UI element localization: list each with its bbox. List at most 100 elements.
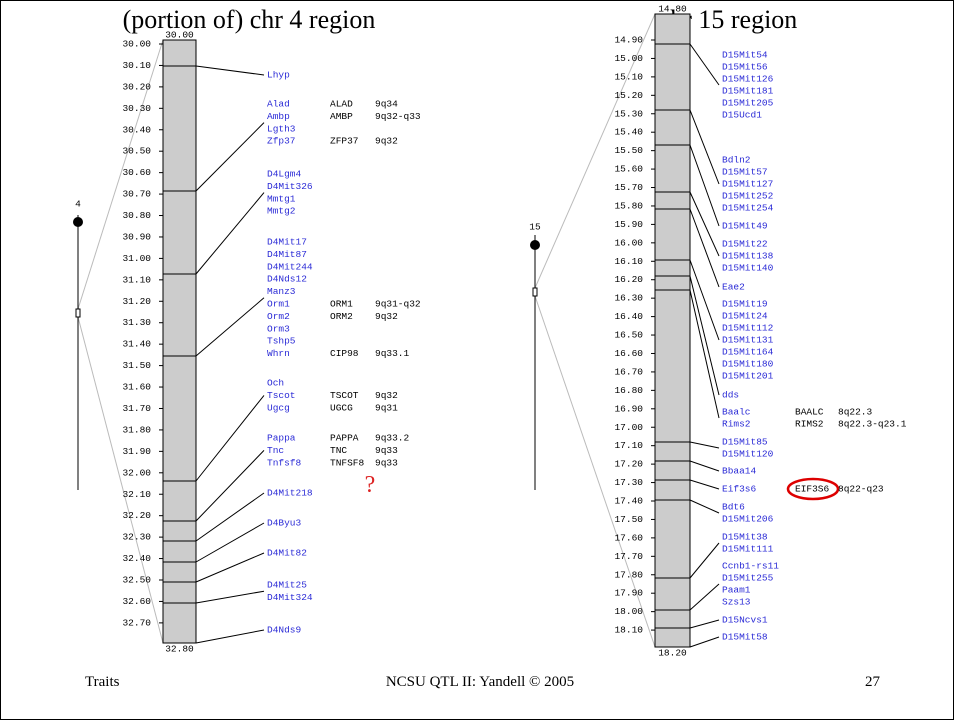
scale-label: 31.60 [122,382,151,393]
question-mark: ? [365,472,376,498]
scale-label: 17.50 [614,514,643,525]
thumb-zoom-line [534,295,656,648]
gene-symbol: D15Mit138 [722,251,774,262]
scale-label: 31.00 [122,253,151,264]
highlight-circle [786,477,840,501]
scale-label: 17.10 [614,440,643,451]
cyto-band: 9q33.1 [375,348,410,359]
gene-symbol: D15Mit127 [722,179,773,190]
connector [689,208,720,288]
scale-label: 32.40 [122,553,151,564]
scale-label: 17.40 [614,496,643,507]
human-gene: CIP98 [330,348,359,359]
gene-symbol: D15Mit58 [722,632,768,643]
gene-symbol: D15Mit255 [722,573,774,584]
gene-symbol: Rims2 [722,419,751,430]
gene-symbol: D4Byu3 [267,518,302,529]
gene-symbol: D15Mit56 [722,62,768,73]
scale-label: 17.60 [614,532,643,543]
human-gene: UGCG [330,402,353,413]
scale-label: 32.50 [122,575,151,586]
scale-label: 31.70 [122,403,151,414]
scale-label: 30.60 [122,167,151,178]
thumb-region [75,308,81,318]
gene-symbol: Mmtg1 [267,193,296,204]
bar-end-label: 18.20 [658,648,687,659]
scale-label: 15.70 [614,182,643,193]
connector [689,583,720,611]
scale-label: 30.00 [122,39,151,50]
cyto-band: 8q22.3-q23.1 [838,419,907,430]
gene-symbol: D15Ncvs1 [722,615,768,626]
gene-symbol: dds [722,390,739,401]
scale-label: 18.00 [614,606,643,617]
gene-symbol: D15Mit131 [722,335,774,346]
scale-label: 32.70 [122,617,151,628]
scale-label: 15.30 [614,108,643,119]
gene-symbol: Manz3 [267,286,296,297]
scale-label: 17.30 [614,477,643,488]
cyto-band: 8q22-q23 [838,484,884,495]
connector [195,450,265,522]
gene-symbol: D15Mit181 [722,86,774,97]
gene-symbol: Eae2 [722,282,745,293]
cyto-band: 9q32 [375,136,398,147]
connector [689,289,720,419]
gene-symbol: Tnfsf8 [267,457,302,468]
cyto-band: 9q31-q32 [375,299,421,310]
scale-label: 30.30 [122,103,151,114]
scale-label: 15.80 [614,200,643,211]
gene-symbol: Lhyp [267,70,290,81]
gene-symbol: D4Mit82 [267,548,307,559]
scale-label: 32.00 [122,467,151,478]
gene-symbol: Tnc [267,445,284,456]
scale-label: 30.20 [122,81,151,92]
human-gene: AMBP [330,111,353,122]
gene-symbol: Bdt6 [722,502,745,513]
gene-symbol: D15Mit49 [722,221,768,232]
human-gene: ORM2 [330,311,353,322]
scale-label: 16.40 [614,311,643,322]
gene-symbol: Zfp37 [267,136,296,147]
gene-symbol: D15Mit180 [722,359,774,370]
scale-label: 17.70 [614,551,643,562]
gene-symbol: Szs13 [722,597,751,608]
gene-symbol: Orm2 [267,311,290,322]
connector [195,590,265,604]
gene-symbol: D4Mit244 [267,261,313,272]
scale-label: 30.40 [122,124,151,135]
gene-symbol: D15Mit24 [722,311,768,322]
bar-start-label: 14.80 [658,4,687,15]
gene-symbol: D4Mit326 [267,181,313,192]
connector [195,552,265,583]
scale-label: 16.20 [614,274,643,285]
scale-label: 32.60 [122,596,151,607]
human-gene: RIMS2 [795,419,824,430]
scale-label: 31.30 [122,317,151,328]
gene-symbol: D15Mit112 [722,323,774,334]
chromosome-label: 15 [529,222,541,233]
gene-symbol: Ccnb1-rs11 [722,561,779,572]
chromosome-bar [162,39,197,644]
gene-symbol: Baalc [722,407,751,418]
gene-symbol: D15Mit38 [722,532,768,543]
scale-label: 31.50 [122,360,151,371]
scale-label: 32.20 [122,510,151,521]
gene-symbol: Tscot [267,390,296,401]
connector [689,499,720,514]
connector [689,441,720,449]
bar-start-label: 30.00 [165,30,194,41]
gene-symbol: D15Mit126 [722,74,774,85]
connector [689,619,720,629]
gene-symbol: D4Mit218 [267,488,313,499]
human-gene: TSCOT [330,390,359,401]
scale-label: 14.90 [614,35,643,46]
scale-label: 16.10 [614,256,643,267]
scale-label: 16.30 [614,293,643,304]
cyto-band: 9q33 [375,457,398,468]
scale-label: 31.80 [122,424,151,435]
bar-end-label: 32.80 [165,644,194,655]
gene-symbol: Eif3s6 [722,484,757,495]
gene-symbol: Pappa [267,433,296,444]
